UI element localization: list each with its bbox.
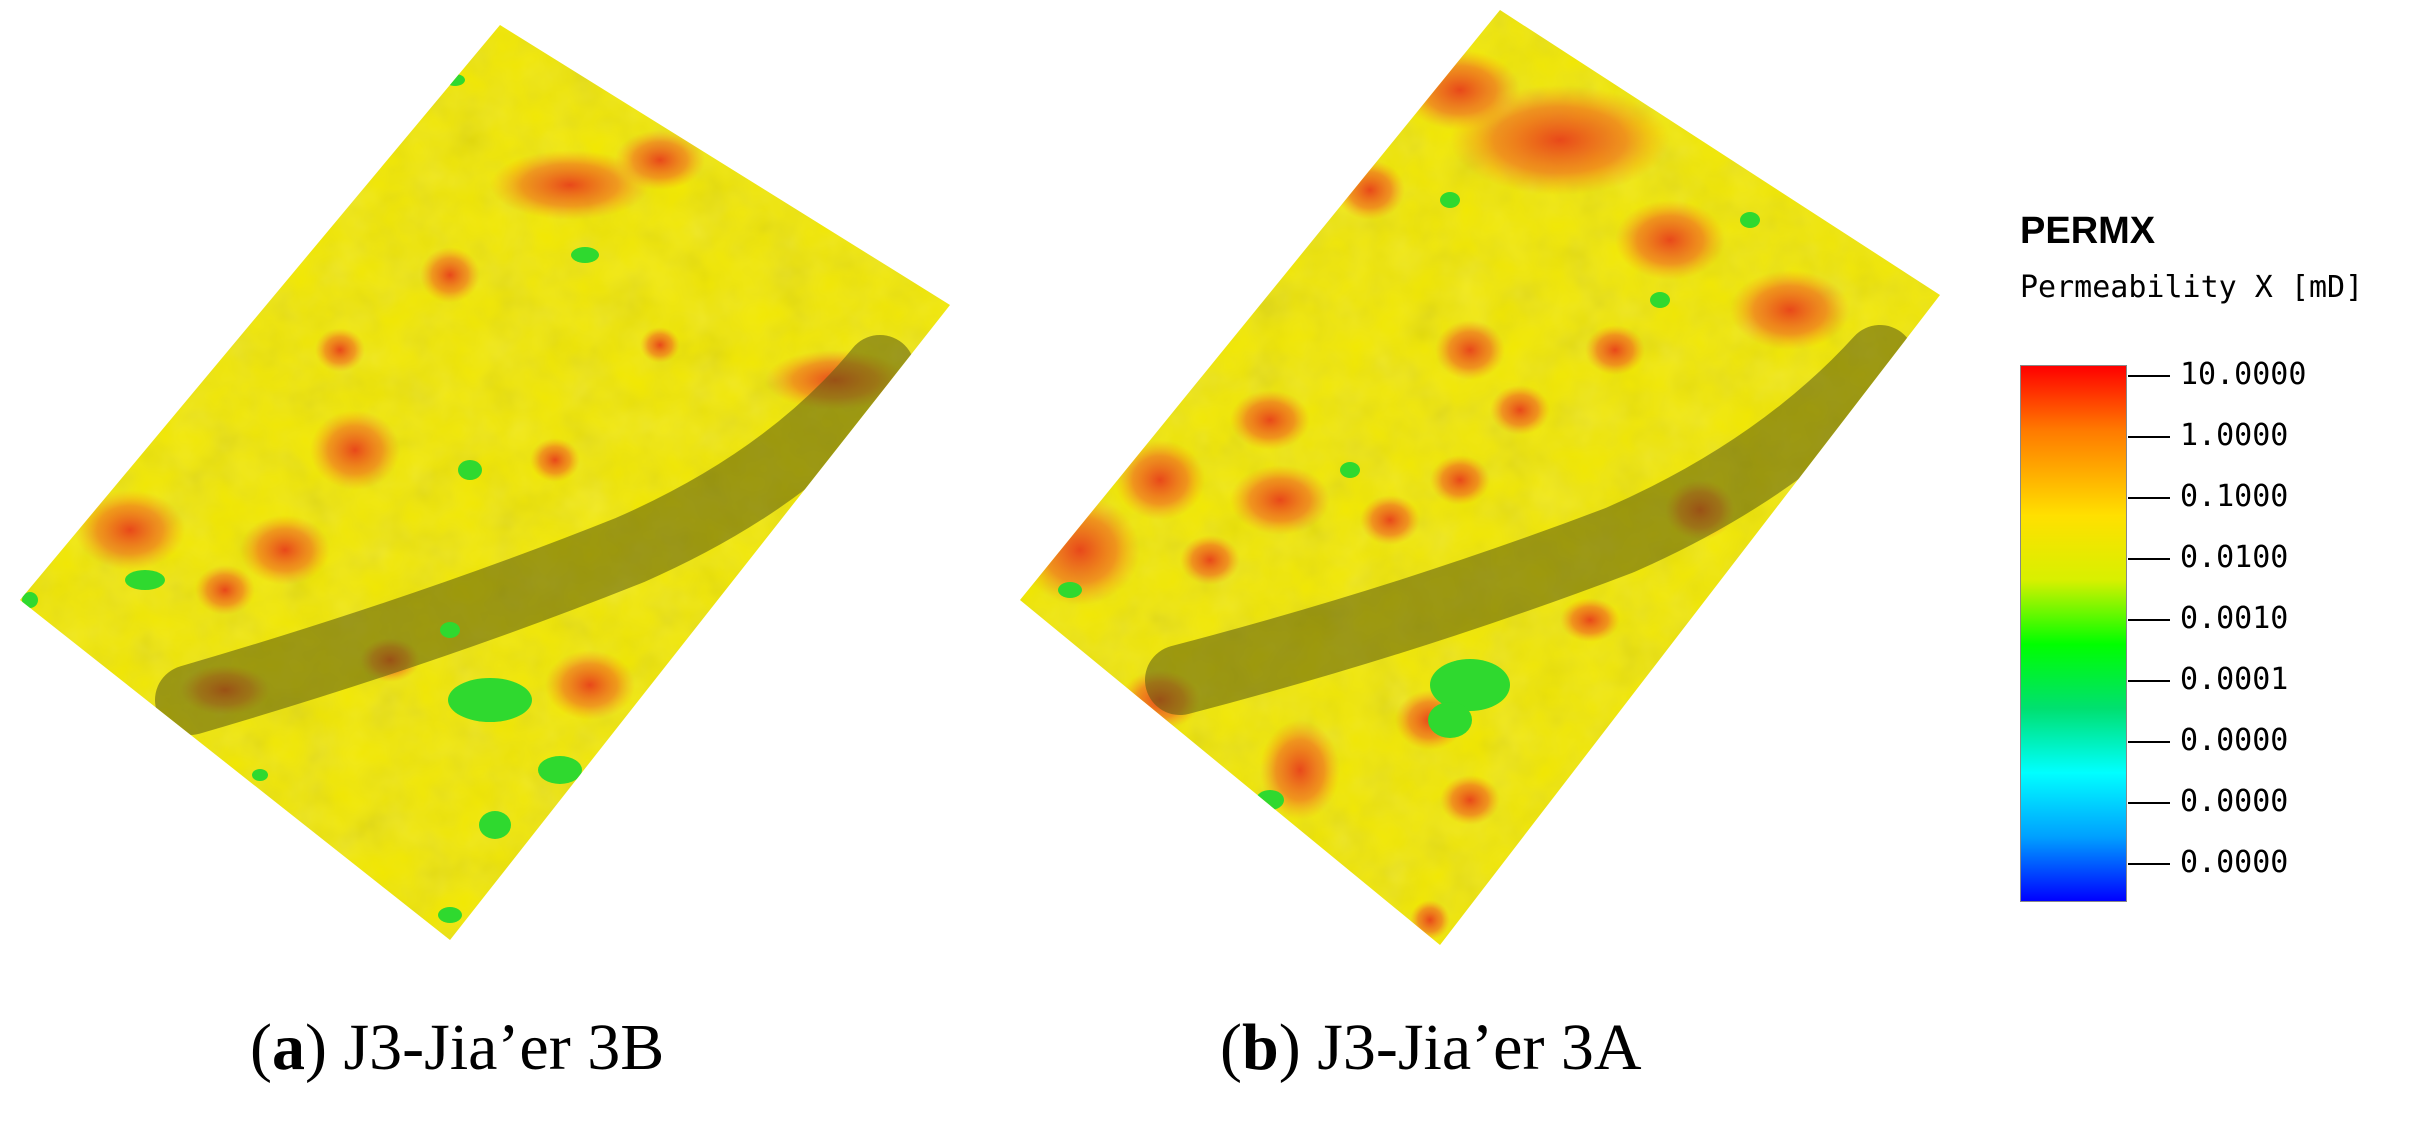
low-permeability-zones <box>22 74 599 923</box>
legend-subtitle: Permeability X [mD] <box>2020 270 2364 305</box>
low-permeability-zones <box>1058 152 1840 928</box>
caption-letter: a <box>271 1011 305 1084</box>
legend-tick-label: 0.0000 <box>2180 723 2289 758</box>
legend-tick-mark <box>2128 375 2170 377</box>
legend-tick-label: 0.0010 <box>2180 601 2289 636</box>
color-legend: PERMX Permeability X [mD] 10.0000 1.0000 0… <box>2010 210 2420 910</box>
legend-tick-mark <box>2128 741 2170 743</box>
legend-tick-label: 0.0000 <box>2180 784 2289 819</box>
legend-tick-mark <box>2128 619 2170 621</box>
ridge-shadow <box>1145 325 1915 715</box>
legend-title: PERMX <box>2020 210 2156 252</box>
legend-tick-label: 0.1000 <box>2180 479 2289 514</box>
caption-panel-b: (b) J3-Jia’er 3A <box>1220 1011 1642 1084</box>
legend-tick-mark <box>2128 497 2170 499</box>
legend-tick-label: 0.0100 <box>2180 540 2289 575</box>
caption-text: J3-Jia’er 3B <box>343 1011 665 1084</box>
legend-tick-mark <box>2128 802 2170 804</box>
legend-tick-mark <box>2128 680 2170 682</box>
legend-tick-label: 1.0000 <box>2180 418 2289 453</box>
legend-tick-label: 0.0000 <box>2180 845 2289 880</box>
legend-color-bar <box>2020 365 2127 902</box>
surface-map-b <box>1010 0 1970 960</box>
surface-map-b-svg <box>1020 10 1940 945</box>
legend-tick-label: 10.0000 <box>2180 357 2307 392</box>
legend-tick-mark <box>2128 558 2170 560</box>
caption-letter: b <box>1241 1011 1279 1084</box>
legend-tick-mark <box>2128 436 2170 438</box>
surface-map-a <box>10 10 970 970</box>
legend-tick-mark <box>2128 863 2170 865</box>
surface-map-a-svg <box>20 25 950 940</box>
legend-tick-label: 0.0001 <box>2180 662 2289 697</box>
ridge-shadow <box>155 335 915 735</box>
caption-text: J3-Jia’er 3A <box>1317 1011 1642 1084</box>
caption-panel-a: (a) J3-Jia’er 3B <box>250 1011 665 1084</box>
